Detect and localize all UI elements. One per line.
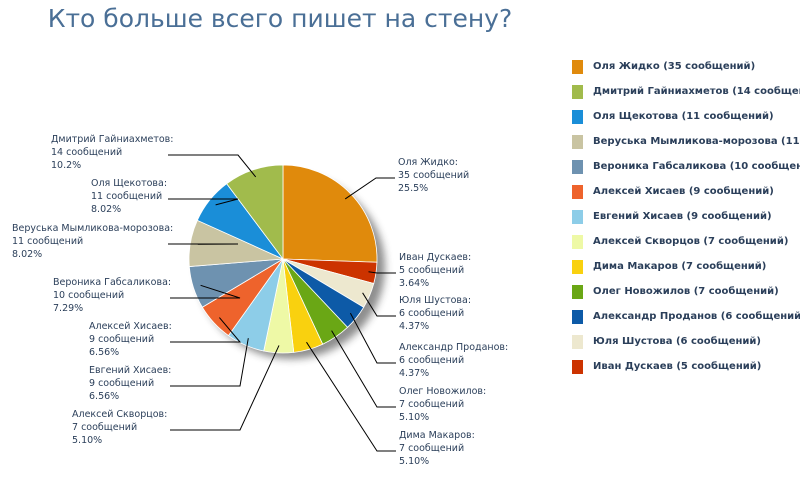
leader-line-юля-шустова [362,292,396,317]
legend-item-алексей-скворцов: Алексей Скворцов (7 сообщений) [572,229,800,254]
leader-line-дмитрий-гайниахметов [168,154,257,178]
legend-item-иван-дускаев: Иван Дускаев (5 сообщений) [572,354,800,379]
leader-lines [168,154,396,452]
leader-line-алексей-скворцов [170,345,280,431]
slice-label-алексей-скворцов-percent: 5.10% [72,435,102,446]
slice-label-алексей-хисаев-name: Алексей Хисаев: [89,321,172,332]
slice-label-оля-жидко-count: 35 сообщений [398,170,469,181]
slice-label-евгений-хисаев-name: Евгений Хисаев: [89,365,171,376]
leader-line-иван-дускаев [368,271,396,274]
legend-label: Юля Шустова (6 сообщений) [593,336,761,347]
slice-label-алексей-хисаев-count: 9 сообщений [89,334,154,345]
legend-swatch [572,309,583,324]
slice-label-дима-макаров-percent: 5.10% [399,456,429,467]
legend: Оля Жидко (35 сообщений) Дмитрий Гайниахм… [572,54,800,379]
slice-label-веруська-мымликова-морозова-percent: 8.02% [12,249,42,260]
legend-swatch [572,334,583,349]
slice-label-дмитрий-гайниахметов-count: 14 сообщений [51,147,122,158]
slice-label-юля-шустова-name: Юля Шустова: [399,295,471,306]
legend-swatch [572,134,583,149]
slice-label-дима-макаров-name: Дима Макаров: [399,430,475,441]
slice-labels: Оля Жидко: 35 сообщений 25.5% Иван Дускаев:… [12,134,508,467]
legend-item-дмитрий-гайниахметов: Дмитрий Гайниахметов (14 сообщений) [572,79,800,104]
legend-swatch [572,284,583,299]
legend-item-вероника-габсаликова: Вероника Габсаликова (10 сообщений) [572,154,800,179]
legend-label: Дмитрий Гайниахметов (14 сообщений) [593,86,800,97]
slice-label-иван-дускаев-count: 5 сообщений [399,265,464,276]
legend-item-олег-новожилов: Олег Новожилов (7 сообщений) [572,279,800,304]
legend-label: Вероника Габсаликова (10 сообщений) [593,161,800,172]
legend-label: Алексей Скворцов (7 сообщений) [593,236,789,247]
slice-label-иван-дускаев-percent: 3.64% [399,278,429,289]
slice-label-дима-макаров-count: 7 сообщений [399,443,464,454]
legend-swatch [572,84,583,99]
legend-label: Алексей Хисаев (9 сообщений) [593,186,774,197]
slice-label-вероника-габсаликова-count: 10 сообщений [53,290,124,301]
slice-label-юля-шустова-percent: 4.37% [399,321,429,332]
slice-label-иван-дускаев-name: Иван Дускаев: [399,252,471,263]
slice-label-алексей-скворцов-name: Алексей Скворцов: [72,409,167,420]
slice-label-оля-жидко-name: Оля Жидко: [398,157,458,168]
legend-item-юля-шустова: Юля Шустова (6 сообщений) [572,329,800,354]
legend-label: Иван Дускаев (5 сообщений) [593,361,762,372]
pie-chart: Оля Жидко: 35 сообщений 25.5% Иван Дускаев:… [12,134,508,467]
slice-label-алексей-скворцов-count: 7 сообщений [72,422,137,433]
slice-label-веруська-мымликова-морозова-count: 11 сообщений [12,236,83,247]
slice-label-оля-щекотова-name: Оля Щекотова: [91,178,167,189]
slice-label-олег-новожилов-count: 7 сообщений [399,399,464,410]
leader-line-алексей-хисаев [170,317,242,343]
slice-label-александр-проданов-count: 6 сообщений [399,355,464,366]
legend-item-евгений-хисаев: Евгений Хисаев (9 сообщений) [572,204,800,229]
slice-label-дмитрий-гайниахметов-name: Дмитрий Гайниахметов: [51,134,173,145]
legend-label: Дима Макаров (7 сообщений) [593,261,767,272]
leader-line-александр-проданов [349,312,396,364]
pie-slice-оля-жидко [282,164,378,263]
legend-item-оля-жидко: Оля Жидко (35 сообщений) [572,54,800,79]
legend-item-дима-макаров: Дима Макаров (7 сообщений) [572,254,800,279]
legend-swatch [572,234,583,249]
leader-line-оля-щекотова [168,198,239,206]
slice-label-олег-новожилов-percent: 5.10% [399,412,429,423]
legend-swatch [572,259,583,274]
legend-label: Оля Жидко (35 сообщений) [593,61,756,72]
legend-swatch [572,59,583,74]
slice-label-оля-щекотова-count: 11 сообщений [91,191,162,202]
legend-label: Веруська Мымликова-морозова (11 сообщени… [593,136,800,147]
legend-item-александр-проданов: Александр Проданов (6 сообщений) [572,304,800,329]
leader-line-оля-жидко [344,177,395,200]
slice-label-оля-жидко-percent: 25.5% [398,183,428,194]
legend-swatch [572,184,583,199]
slice-label-евгений-хисаев-percent: 6.56% [89,391,119,402]
slice-label-веруська-мымликова-морозова-name: Веруська Мымликова-морозова: [12,223,173,234]
leader-line-олег-новожилов [331,330,396,408]
slice-label-вероника-габсаликова-name: Вероника Габсаликова: [53,277,171,288]
leader-line-вероника-габсаликова [170,284,241,299]
chart-title: Кто больше всего пишет на стену? [47,4,513,33]
pie-slices [188,164,378,354]
slice-label-вероника-габсаликова-percent: 7.29% [53,303,83,314]
legend-label: Оля Щекотова (11 сообщений) [593,111,774,122]
slice-label-алексей-хисаев-percent: 6.56% [89,347,119,358]
slice-label-александр-проданов-percent: 4.37% [399,368,429,379]
legend-item-алексей-хисаев: Алексей Хисаев (9 сообщений) [572,179,800,204]
legend-swatch [572,359,583,374]
leader-line-дима-макаров [306,341,396,452]
legend-label: Александр Проданов (6 сообщений) [593,311,800,322]
slice-label-александр-проданов-name: Александр Проданов: [399,342,508,353]
legend-swatch [572,159,583,174]
legend-label: Евгений Хисаев (9 сообщений) [593,211,772,222]
legend-item-оля-щекотова: Оля Щекотова (11 сообщений) [572,104,800,129]
slice-label-дмитрий-гайниахметов-percent: 10.2% [51,160,81,171]
slice-label-оля-щекотова-percent: 8.02% [91,204,121,215]
pie-slice-дмитрий-гайниахметов [226,164,284,261]
legend-swatch [572,209,583,224]
legend-label: Олег Новожилов (7 сообщений) [593,286,779,297]
legend-swatch [572,109,583,124]
leader-line-евгений-хисаев [170,338,249,387]
legend-item-веруська-мымликова-морозова: Веруська Мымликова-морозова (11 сообщени… [572,129,800,154]
slice-label-юля-шустова-count: 6 сообщений [399,308,464,319]
slice-label-олег-новожилов-name: Олег Новожилов: [399,386,486,397]
slice-label-евгений-хисаев-count: 9 сообщений [89,378,154,389]
